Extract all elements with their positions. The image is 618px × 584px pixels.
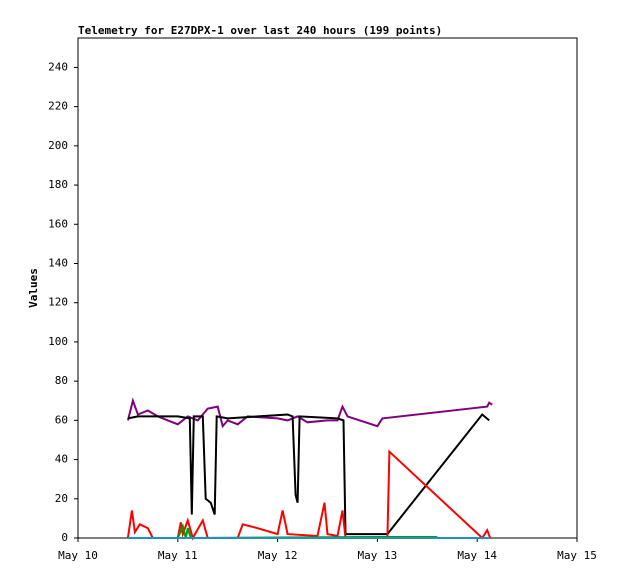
y-tick-label: 0: [61, 531, 68, 544]
y-tick-label: 80: [55, 374, 68, 387]
x-tick-label: May 14: [457, 549, 497, 562]
plot-frame: [77, 37, 578, 539]
x-tick-label: May 10: [58, 549, 98, 562]
y-tick-label: 180: [48, 178, 68, 191]
y-tick-label: 40: [55, 453, 68, 466]
x-tick-label: May 13: [358, 549, 398, 562]
x-tick-label: May 12: [258, 549, 298, 562]
y-tick-label: 160: [48, 217, 68, 230]
series-line: [127, 413, 490, 536]
y-tick-label: 220: [48, 100, 68, 113]
y-tick-label: 100: [48, 335, 68, 348]
chart-title: Telemetry for E27DPX-1 over last 240 hou…: [78, 24, 442, 37]
x-tick-label: May 15: [557, 549, 597, 562]
y-axis-label: Values: [27, 268, 40, 308]
y-tick-label: 20: [55, 492, 68, 505]
y-tick-label: 120: [48, 296, 68, 309]
y-tick-label: 60: [55, 413, 68, 426]
y-tick-label: 200: [48, 139, 68, 152]
y-tick-label: 240: [48, 60, 68, 73]
series-line: [126, 397, 493, 429]
x-tick-label: May 11: [158, 549, 198, 562]
y-tick-label: 140: [48, 256, 68, 269]
